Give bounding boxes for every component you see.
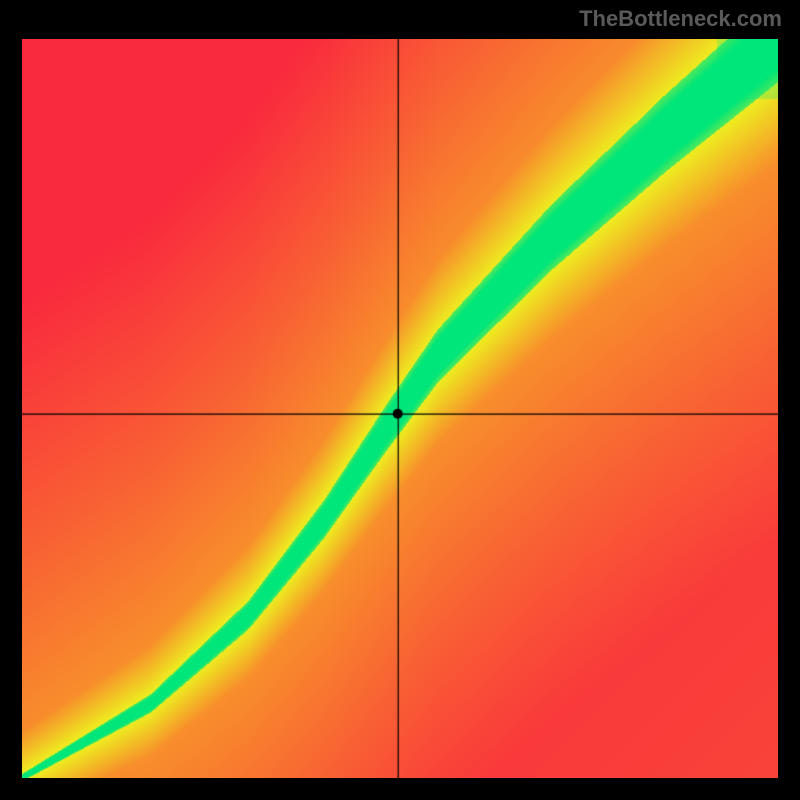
heatmap-canvas (22, 39, 778, 778)
chart-container: TheBottleneck.com (0, 0, 800, 800)
watermark-text: TheBottleneck.com (579, 6, 782, 32)
